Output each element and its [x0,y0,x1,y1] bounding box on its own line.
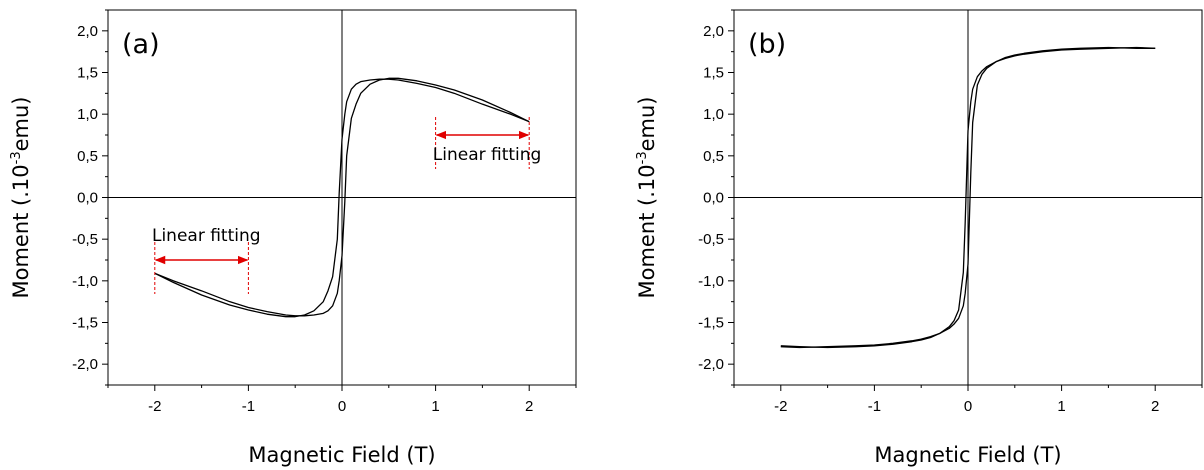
y-tick-label: -1,0 [698,273,724,290]
x-tick-label: 2 [525,398,533,415]
x-tick-label: -1 [242,398,255,415]
y-tick-label: 2,0 [703,23,724,40]
y-axis-title-unit: emu) [635,96,659,151]
x-tick-label: -2 [148,398,161,415]
panel-b: -2 -1 0 1 2 -2,0-1,5-1,0-0,50,00,51,01,52,0 … [635,9,1203,467]
x-tick-label: 0 [964,398,972,415]
reference-lines [108,10,576,385]
y-tick-label: -1,5 [698,315,724,332]
series-layer [780,46,1156,349]
panel-a: Linear fitting Linear fitting -2 -1 0 1 2 -2,… [9,9,577,467]
y-axis-title-main: Moment (.10 [635,164,659,298]
y-axis-title: Moment (.10-3emu) [635,96,659,298]
y-axis-ticks: -2,0 -1,5 -1,0 -0,5 0,0 0,5 1,0 1,5 2,0 [698,9,734,386]
y-tick-label: 0,5 [703,148,724,165]
hysteresis-branch-1 [780,46,1156,349]
linear-fitting-label: Linear fitting [152,226,261,246]
y-tick-label: -2,0 [698,356,724,373]
y-tick-label: -1,5 [72,315,98,332]
panel-label: (a) [122,29,160,60]
y-tick-label: -0,5 [72,231,98,248]
x-tick-label: 0 [338,398,346,415]
x-tick-label: -1 [868,398,881,415]
linear-fitting-label: Linear fitting [433,145,542,165]
y-axis-title-main: Moment (.10 [9,164,33,298]
y-axis-title-superscript: -3 [9,151,24,164]
annotation-layer: Linear fitting Linear fitting [152,117,541,294]
y-tick-label: -0,5 [698,231,724,248]
x-axis-title: Magnetic Field (T) [874,443,1061,467]
y-tick-label: 0,0 [77,190,98,207]
x-axis-title: Magnetic Field (T) [248,443,435,467]
series-layer [154,77,530,318]
y-axis-title-unit: emu) [9,96,33,151]
y-tick-label: 1,0 [703,106,724,123]
y-tick-label: 1,5 [77,65,98,82]
y-tick-label: 1,0 [77,106,98,123]
y-tick-label: -2,0 [72,356,98,373]
y-tick-label: 1,5 [703,65,724,82]
y-axis-title: Moment (.10-3emu) [9,96,33,298]
x-tick-label: -2 [774,398,787,415]
x-tick-label: 1 [1057,398,1065,415]
hysteresis-branch-2 [154,77,530,317]
x-axis-ticks: -2 -1 0 1 2 [733,385,1203,415]
y-tick-label: 2,0 [77,23,98,40]
x-axis-ticks: -2 -1 0 1 2 [107,385,577,415]
hysteresis-branch-2 [780,46,1156,349]
y-axis-title-superscript: -3 [635,151,650,164]
panel-label: (b) [748,29,786,60]
y-tick-label: 0,0 [703,190,724,207]
y-axis-ticks: -2,0 -1,5 -1,0 -0,5 0,0 0,5 1,0 1,5 2,0 [72,9,108,386]
y-tick-label: 0,5 [77,148,98,165]
hysteresis-branch-1 [154,78,530,318]
x-tick-label: 1 [431,398,439,415]
x-tick-label: 2 [1151,398,1159,415]
y-tick-label: -1,0 [72,273,98,290]
reference-lines [734,10,1202,385]
